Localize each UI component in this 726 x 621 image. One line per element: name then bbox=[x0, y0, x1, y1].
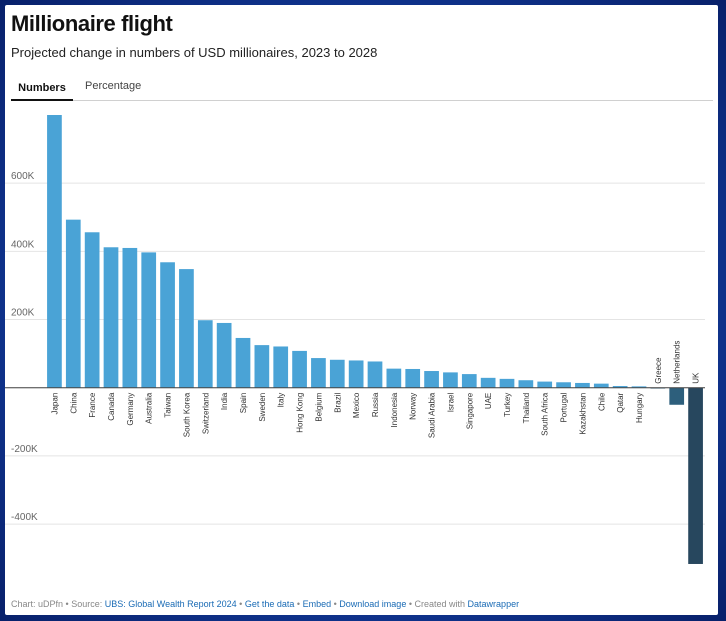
category-label: South Africa bbox=[541, 392, 550, 436]
bar-spain bbox=[235, 337, 251, 388]
footer-separator: • bbox=[239, 599, 243, 609]
category-label: Saudi Arabia bbox=[428, 392, 437, 438]
y-tick-label: -400K bbox=[11, 512, 38, 523]
bar-portugal bbox=[556, 382, 571, 388]
bar-singapore bbox=[461, 374, 477, 388]
download-image-link[interactable]: Download image bbox=[339, 599, 407, 609]
bar-indonesia bbox=[386, 368, 402, 388]
category-label: Brazil bbox=[333, 393, 342, 413]
bar-belgium bbox=[311, 358, 326, 388]
category-label: Mexico bbox=[352, 392, 361, 418]
bar-japan bbox=[47, 115, 62, 388]
bar-south-korea bbox=[179, 269, 194, 388]
created-prefix: • Created with bbox=[408, 599, 466, 609]
bar-russia bbox=[367, 361, 383, 388]
chart-panel: Millionaire flight Projected change in n… bbox=[5, 5, 718, 615]
category-label: Qatar bbox=[616, 392, 625, 412]
category-label: Greece bbox=[654, 357, 663, 384]
bar-brazil bbox=[329, 359, 345, 388]
category-label: Singapore bbox=[465, 392, 474, 429]
category-label: South Korea bbox=[182, 392, 191, 437]
bar-canada bbox=[103, 247, 119, 388]
category-label: China bbox=[69, 392, 78, 413]
category-label: Indonesia bbox=[390, 392, 399, 427]
category-label: Kazakhstan bbox=[578, 393, 587, 435]
view-tabs: Numbers Percentage bbox=[5, 71, 713, 101]
category-label: Belgium bbox=[314, 392, 323, 421]
category-label: Sweden bbox=[258, 393, 267, 422]
bar-kazakhstan bbox=[575, 382, 590, 388]
tab-percentage[interactable]: Percentage bbox=[85, 80, 142, 92]
y-tick-label: -200K bbox=[11, 444, 38, 455]
bar-norway bbox=[405, 368, 421, 388]
category-label: Norway bbox=[409, 393, 418, 420]
source-link[interactable]: UBS: Global Wealth Report 2024 bbox=[104, 599, 237, 609]
bar-thailand bbox=[518, 380, 534, 388]
bar-uae bbox=[480, 377, 496, 388]
tab-numbers[interactable]: Numbers bbox=[11, 71, 73, 101]
y-tick-label: 600K bbox=[11, 171, 35, 182]
bar-saudi-arabia bbox=[424, 371, 439, 388]
bar-hungary bbox=[631, 386, 647, 388]
bar-italy bbox=[273, 346, 289, 388]
y-tick-label: 400K bbox=[11, 239, 35, 250]
category-label: Chile bbox=[597, 392, 606, 411]
category-label: Canada bbox=[107, 392, 116, 421]
chart-title: Millionaire flight bbox=[11, 11, 173, 36]
datawrapper-link[interactable]: Datawrapper bbox=[467, 599, 520, 609]
footer-separator: • bbox=[296, 599, 301, 609]
bar-taiwan bbox=[160, 262, 175, 388]
bar-australia bbox=[141, 252, 157, 388]
category-label: Israel bbox=[446, 393, 455, 413]
category-label: Hungary bbox=[635, 393, 644, 423]
category-label: Italy bbox=[277, 393, 286, 408]
source-prefix: • Source: bbox=[65, 599, 103, 609]
bar-chart: -400K -200K 200K 400K 600K Japan China France Ca… bbox=[5, 115, 705, 564]
category-label: Germany bbox=[126, 393, 135, 426]
bar-netherlands bbox=[669, 387, 685, 405]
bar-chile bbox=[593, 383, 609, 388]
category-label: UK bbox=[692, 372, 701, 384]
bar-uk bbox=[688, 387, 703, 564]
category-label: Thailand bbox=[522, 393, 531, 424]
category-label: Hong Kong bbox=[296, 393, 305, 433]
bar-south-africa bbox=[537, 381, 553, 388]
embed-link[interactable]: Embed bbox=[302, 599, 332, 609]
bar-hong-kong bbox=[292, 350, 307, 388]
y-tick-label: 200K bbox=[11, 308, 35, 319]
bar-france bbox=[84, 232, 100, 388]
bar-mexico bbox=[348, 360, 364, 388]
category-label: Australia bbox=[145, 392, 154, 424]
tabs-divider bbox=[11, 100, 713, 101]
category-label: Taiwan bbox=[164, 393, 173, 418]
bar-qatar bbox=[612, 386, 628, 388]
bar-india bbox=[216, 322, 232, 388]
category-label: Turkey bbox=[503, 393, 512, 417]
bar-israel bbox=[443, 372, 458, 388]
chart-footer: Chart: uDPfn • Source: UBS: Global Wealt… bbox=[11, 599, 519, 609]
category-label: Russia bbox=[371, 392, 380, 417]
category-label: India bbox=[220, 392, 229, 410]
category-label: Japan bbox=[50, 393, 59, 415]
chart-subtitle: Projected change in numbers of USD milli… bbox=[11, 45, 378, 60]
category-label: Switzerland bbox=[201, 393, 210, 434]
category-label: Portugal bbox=[560, 393, 569, 423]
category-label: France bbox=[88, 392, 97, 417]
category-label: Netherlands bbox=[673, 341, 682, 384]
bar-germany bbox=[122, 247, 138, 388]
chart-id-text: Chart: uDPfn bbox=[11, 599, 64, 609]
bar-switzerland bbox=[197, 320, 213, 388]
bar-sweden bbox=[254, 345, 270, 388]
bar-china bbox=[65, 219, 81, 388]
bar-turkey bbox=[499, 378, 515, 388]
footer-separator: • bbox=[333, 599, 337, 609]
category-label: Spain bbox=[239, 393, 248, 413]
get-data-link[interactable]: Get the data bbox=[244, 599, 295, 609]
category-label: UAE bbox=[484, 393, 493, 409]
